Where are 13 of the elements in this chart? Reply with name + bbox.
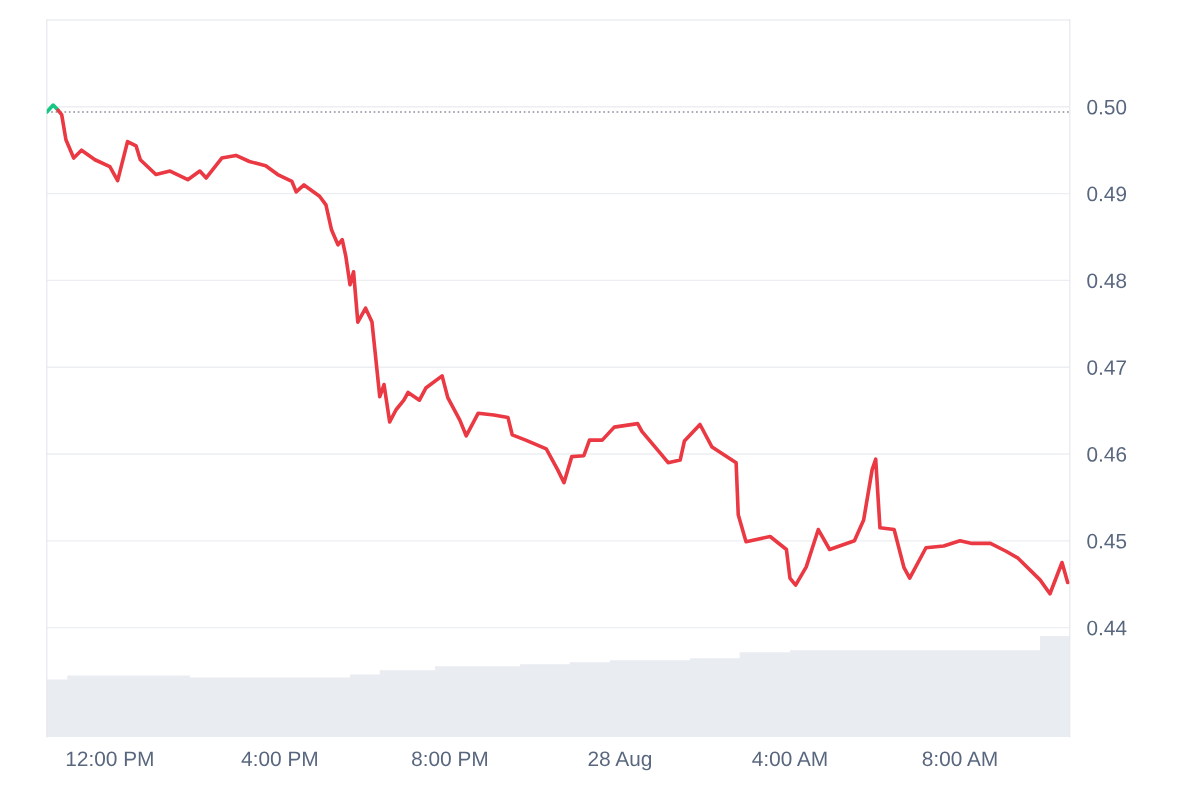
x-tick-label: 8:00 AM [922,751,997,767]
x-tick-label: 4:00 PM [241,751,317,767]
y-tick-label: 0.45 [1087,533,1127,549]
x-tick-label: 4:00 AM [752,751,827,767]
y-tick-label: 0.49 [1087,186,1127,202]
x-tick-label: 28 Aug [588,751,652,771]
x-tick-label: 12:00 PM [66,751,153,767]
y-tick-label: 0.44 [1087,620,1127,636]
y-tick-label: 0.47 [1087,360,1126,375]
y-tick-label: 0.48 [1087,273,1127,289]
y-tick-label: 0.50 [1087,99,1127,115]
y-tick-label: 0.46 [1087,447,1127,462]
x-tick-label: 8:00 PM [412,751,487,767]
